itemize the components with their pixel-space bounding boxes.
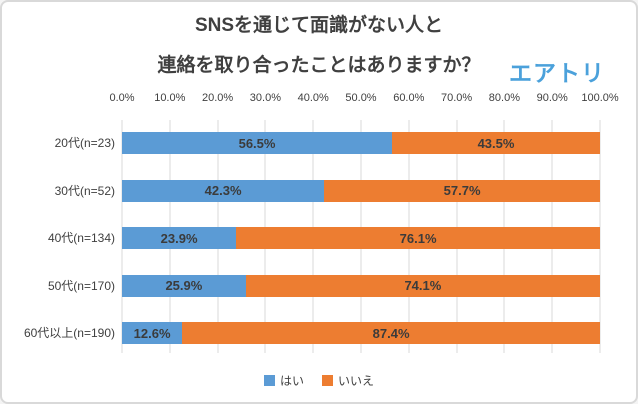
chart-title-line1: SNSを通じて面識がない人と	[194, 15, 444, 36]
bar-segment-いいえ: 43.5%	[392, 132, 600, 154]
bar-segment-いいえ: 74.1%	[245, 274, 600, 297]
x-axis-tick: 50.0%	[345, 92, 377, 104]
x-axis-tick: 100.0%	[581, 92, 619, 104]
legend-item: はい	[263, 372, 304, 389]
bar-segment-はい: 56.5%	[122, 132, 393, 154]
bar-row: 60代以上(n=190) 12.6% 87.4%	[24, 322, 600, 344]
bar-row: 30代(n=52) 42.3% 57.7%	[55, 179, 600, 202]
data-label: 74.1%	[404, 278, 442, 293]
data-label: 87.4%	[372, 325, 410, 341]
legend-swatch-icon	[322, 375, 333, 386]
category-label: 50代(n=170)	[47, 278, 115, 293]
chart-title: SNSを通じて面識がない人と 連絡を取り合ったことはありますか？	[2, 6, 636, 86]
gridline	[599, 120, 601, 353]
legend-item: いいえ	[322, 372, 374, 389]
bar-segment-はい: 25.9%	[122, 274, 246, 297]
x-axis-tick: 90.0%	[536, 92, 568, 104]
data-label: 43.5%	[477, 135, 515, 151]
category-label: 30代(n=52)	[54, 183, 115, 198]
x-axis-tick: 80.0%	[488, 92, 520, 104]
bar-segment-はい: 42.3%	[122, 179, 325, 202]
x-axis-tick: 30.0%	[249, 92, 281, 104]
bar-row: 50代(n=170) 25.9% 74.1%	[48, 274, 600, 297]
bar-segment-いいえ: 57.7%	[324, 179, 600, 202]
bar-segment-はい: 23.9%	[122, 227, 237, 249]
category-label: 40代(n=134)	[47, 231, 115, 245]
data-label: 42.3%	[204, 183, 242, 198]
legend: はい いいえ	[2, 372, 636, 389]
category-label: 60代以上(n=190)	[23, 326, 115, 340]
bar-segment-いいえ: 76.1%	[236, 227, 600, 249]
company-logo: エアトリ	[509, 60, 605, 86]
data-label: 23.9%	[160, 230, 198, 246]
bar-segment-はい: 12.6%	[122, 322, 183, 344]
data-label: 56.5%	[238, 135, 276, 151]
bar-row: 20代(n=23) 56.5% 43.5%	[55, 132, 600, 154]
data-label: 76.1%	[399, 230, 437, 246]
chart-title-line2: 連絡を取り合ったことはありますか？	[157, 55, 481, 76]
category-label: 20代(n=23)	[54, 136, 115, 150]
bar-row: 40代(n=134) 23.9% 76.1%	[48, 227, 600, 249]
legend-swatch-icon	[263, 375, 275, 386]
x-axis-tick: 20.0%	[201, 92, 234, 104]
plot-area: 20代(n=23) 56.5% 43.5% 30代(n=52) 42.3% 57.7% 40…	[24, 120, 601, 353]
x-axis-tick: 60.0%	[393, 92, 425, 104]
x-axis-tick: 40.0%	[297, 92, 329, 104]
x-axis-tick: 0.0%	[109, 92, 135, 104]
bar-segment-いいえ: 87.4%	[182, 322, 600, 344]
data-label: 57.7%	[443, 183, 481, 198]
data-label: 25.9%	[165, 278, 203, 293]
x-axis-tick: 70.0%	[440, 92, 473, 104]
x-axis-tick: 10.0%	[154, 92, 186, 104]
legend-label: はい	[279, 374, 304, 388]
legend-label: いいえ	[338, 374, 375, 388]
x-axis: 0.0% 10.0% 20.0% 30.0% 40.0% 50.0% 60.0% 70.0% 8…	[109, 92, 618, 108]
data-label: 12.6%	[133, 325, 171, 341]
